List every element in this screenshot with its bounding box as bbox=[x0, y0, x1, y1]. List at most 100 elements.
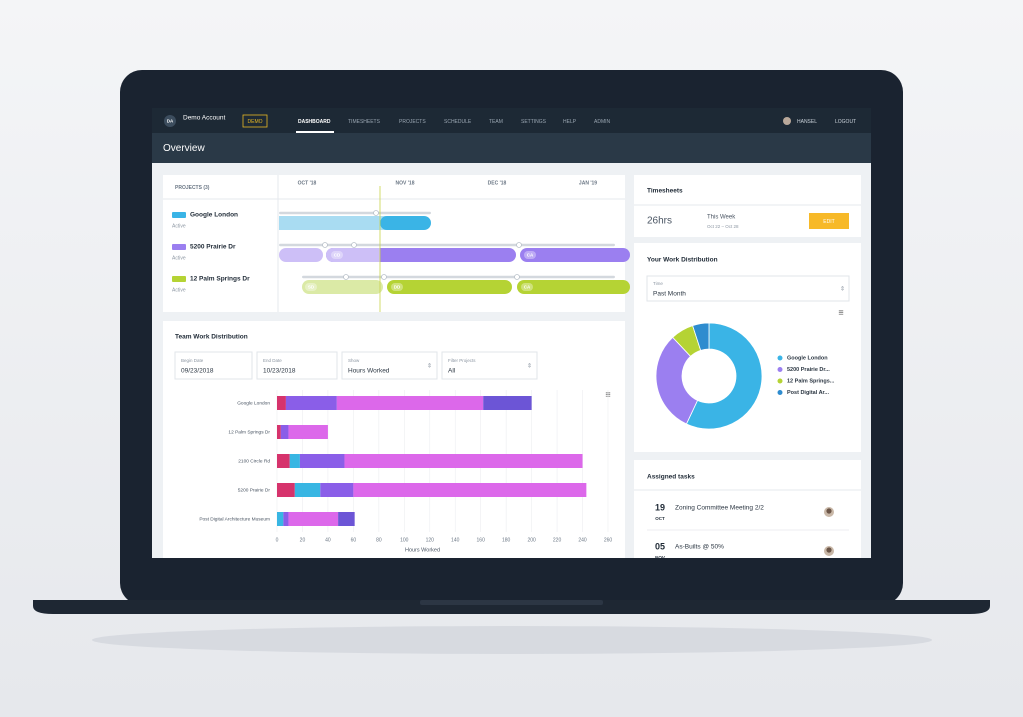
filter-value: All bbox=[448, 368, 456, 375]
milestone bbox=[343, 274, 349, 280]
x-tick-label: 120 bbox=[426, 537, 435, 543]
project-status: Active bbox=[172, 255, 186, 261]
filter-label: Filter Projects bbox=[448, 358, 476, 363]
task-title[interactable]: As-Builts @ 50% bbox=[675, 544, 724, 551]
timesheets-range: Oct 22 – Oct 28 bbox=[707, 224, 739, 229]
milestone bbox=[381, 274, 387, 280]
nav-item[interactable]: DASHBOARD bbox=[298, 119, 331, 125]
project-name[interactable]: 5200 Prairie Dr bbox=[190, 244, 236, 251]
gantt-bar bbox=[360, 248, 380, 262]
logout[interactable]: LOGOUT bbox=[835, 119, 856, 125]
bar-segment bbox=[283, 512, 289, 526]
project-tag bbox=[172, 276, 186, 282]
task-title[interactable]: Zoning Committee Meeting 2/2 bbox=[675, 505, 764, 512]
gantt-bar bbox=[380, 216, 431, 230]
legend-label[interactable]: 12 Palm Springs... bbox=[787, 378, 835, 384]
edit-button-text[interactable]: EDIT bbox=[823, 219, 834, 225]
legend-label[interactable]: 5200 Prairie Dr... bbox=[787, 367, 830, 373]
y-tick-label: Google London bbox=[237, 400, 270, 406]
task-day: 05 bbox=[655, 541, 665, 551]
x-tick-label: 80 bbox=[376, 537, 382, 543]
legend-swatch bbox=[777, 390, 783, 395]
edit-button[interactable] bbox=[809, 213, 849, 229]
nav-item[interactable]: SCHEDULE bbox=[444, 119, 472, 125]
x-tick-label: 160 bbox=[477, 537, 486, 543]
x-tick-label: 220 bbox=[553, 537, 562, 543]
task-day: 19 bbox=[655, 502, 665, 512]
filter-value: Hours Worked bbox=[348, 368, 390, 375]
work-title: Your Work Distribution bbox=[647, 257, 718, 264]
phase-label: CD bbox=[334, 253, 341, 258]
x-tick-label: 60 bbox=[351, 537, 357, 543]
month-label: DEC '18 bbox=[488, 180, 507, 186]
project-status: Active bbox=[172, 223, 186, 229]
bar-segment bbox=[336, 396, 484, 410]
time-select-label: Time bbox=[653, 281, 663, 286]
x-tick-label: 240 bbox=[578, 537, 587, 543]
x-tick-label: 100 bbox=[400, 537, 409, 543]
gantt-bar bbox=[279, 248, 323, 262]
nav-item[interactable]: TEAM bbox=[489, 119, 503, 125]
gantt-bar bbox=[302, 280, 383, 294]
bar-segment bbox=[285, 396, 337, 410]
legend-label[interactable]: Post Digital Ar... bbox=[787, 390, 829, 396]
x-tick-label: 0 bbox=[276, 537, 279, 543]
gantt-bar bbox=[387, 280, 512, 294]
account-avatar bbox=[164, 115, 176, 127]
filter-box[interactable] bbox=[441, 351, 538, 380]
x-tick-label: 40 bbox=[325, 537, 331, 543]
select-arrow: ⇕ bbox=[840, 286, 845, 293]
phase-label: CA bbox=[524, 285, 531, 290]
gantt-rail bbox=[302, 275, 615, 279]
task-month: NOV bbox=[655, 555, 665, 560]
bar-segment bbox=[299, 454, 345, 468]
project-tag bbox=[172, 244, 186, 250]
task-month: OCT bbox=[655, 516, 665, 521]
filter-box[interactable] bbox=[256, 351, 338, 380]
legend-swatch bbox=[777, 378, 783, 384]
gantt-bar bbox=[279, 216, 380, 230]
project-tag bbox=[172, 212, 186, 218]
project-name[interactable]: Google London bbox=[190, 212, 238, 219]
nav-item[interactable]: TIMESHEETS bbox=[348, 119, 381, 125]
legend-label[interactable]: Google London bbox=[787, 355, 828, 361]
select-arrow: ⇕ bbox=[527, 363, 532, 370]
month-label: NOV '18 bbox=[396, 180, 415, 186]
demo-badge-text: DEMO bbox=[248, 119, 263, 125]
user-name[interactable]: HANSEL bbox=[797, 119, 817, 125]
y-tick-label: Post Digital Architecture Museum bbox=[199, 516, 270, 522]
team-title: Team Work Distribution bbox=[175, 334, 248, 341]
donut-slice bbox=[692, 322, 710, 351]
nav-item[interactable]: PROJECTS bbox=[399, 119, 426, 125]
project-name[interactable]: 12 Palm Springs Dr bbox=[190, 276, 250, 283]
nav-item[interactable]: SETTINGS bbox=[521, 119, 547, 125]
account-name[interactable]: Demo Account bbox=[183, 115, 225, 122]
timesheets-title: Timesheets bbox=[647, 188, 683, 195]
shadow bbox=[92, 626, 932, 654]
nav-item[interactable]: ADMIN bbox=[594, 119, 611, 125]
bar-segment bbox=[353, 483, 587, 497]
y-tick-label: 2100 Circle Rd bbox=[238, 458, 270, 464]
filter-label: Begin Date bbox=[181, 358, 204, 363]
bar-segment bbox=[294, 483, 321, 497]
timesheets-period: This Week bbox=[707, 215, 736, 221]
x-tick-label: 180 bbox=[502, 537, 511, 543]
month-label: OCT '18 bbox=[298, 180, 317, 186]
legend-swatch bbox=[777, 367, 783, 372]
time-select[interactable] bbox=[646, 275, 850, 302]
nav-item[interactable]: HELP bbox=[563, 119, 577, 125]
team-chart: 0 20 40 60 80 100 120 140 160 180 200 220 240 260 Hour… bbox=[199, 390, 612, 553]
chart-menu[interactable]: ≡ bbox=[838, 307, 843, 317]
filter-box[interactable] bbox=[341, 351, 438, 380]
bar-segment bbox=[277, 454, 290, 468]
filter-value: 09/23/2018 bbox=[181, 368, 214, 375]
filter-label: End Date bbox=[263, 358, 282, 363]
bar-segment bbox=[320, 483, 354, 497]
time-select-value: Past Month bbox=[653, 291, 686, 298]
phase-pill bbox=[331, 251, 343, 259]
x-axis-label: Hours Worked bbox=[405, 547, 440, 553]
filter-box[interactable] bbox=[174, 351, 253, 380]
laptop-base bbox=[33, 600, 990, 614]
dynamic: DASHBOARD TIMESHEETS PROJECTS SCHEDULE TEAM S… bbox=[172, 119, 849, 560]
